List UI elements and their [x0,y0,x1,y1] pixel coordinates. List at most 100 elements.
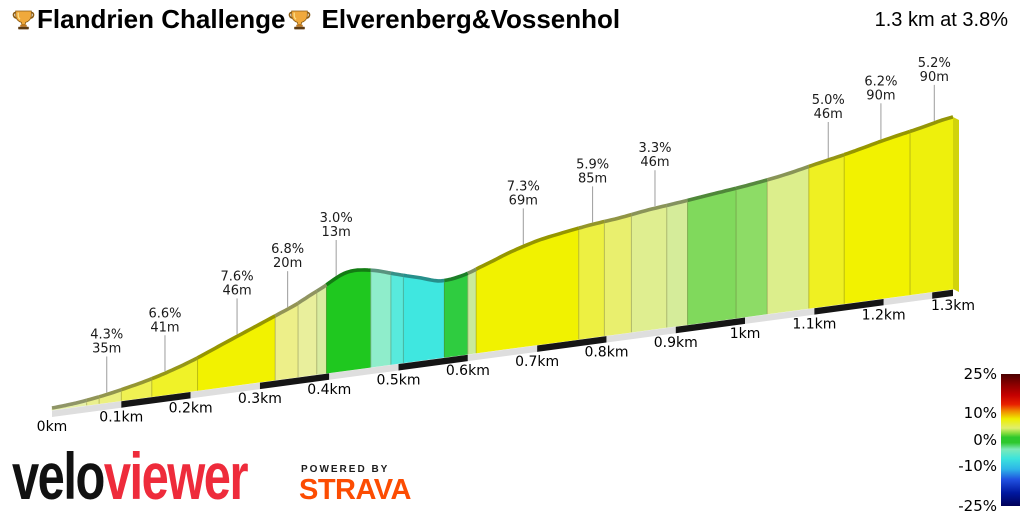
trophy-icon [12,8,35,31]
label-section-length: 85m [578,171,607,186]
label-section-length: 41m [150,320,179,335]
label-section-length: 35m [92,341,121,356]
axis-tick-label: 0km [37,419,68,435]
profile-ridge [578,219,605,230]
axis-tick-label: 0.1km [99,410,143,426]
label-gradient-value: 6.6% [148,306,181,321]
axis-tick-label: 0.4km [307,382,351,398]
axis-band [537,335,607,352]
axis-band [329,363,399,380]
gradient-label: 6.8%20m [271,242,304,308]
gradient-legend-bar [1001,374,1020,506]
gradient-labels: 4.3%35m6.6%41m7.6%46m6.8%20m3.0%13m7.3%6… [90,56,951,393]
gradient-segment [316,284,327,375]
profile-segments [51,115,959,411]
profile-ridge [403,273,445,283]
profile-ridge [909,115,954,134]
veloviewer-logo: veloviewer [12,443,330,509]
axis-tick-label: 1.1km [792,317,836,333]
label-gradient-value: 5.0% [812,93,845,108]
profile-ridge [98,388,122,399]
gradient-label: 6.2%90m [864,74,897,140]
label-section-length: 90m [920,70,949,85]
gradient-segment [390,272,404,365]
axis-tick-label: 1km [730,326,761,342]
label-gradient-value: 7.6% [221,269,254,284]
label-gradient-value: 3.0% [320,211,353,226]
x-axis-ticks: 0km 0.1km 0.2km 0.3km 0.4km 0.5km 0.6km 0.7km 0.… [37,298,975,435]
axis-tick-label: 0.7km [515,354,559,370]
profile-end-face [953,117,959,292]
label-gradient-value: 5.9% [576,157,609,172]
axis-tick-label: 0.3km [238,391,282,407]
gradient-label: 3.0%13m [320,211,353,276]
label-gradient-value: 3.3% [638,141,671,156]
axis-band [121,391,191,408]
gradient-segment [766,166,810,315]
challenge-name: Flandrien Challenge [37,4,286,34]
profile-ridge [467,267,478,275]
axis-tick-label: 0.8km [584,345,628,361]
profile-ridge [297,289,318,305]
gradient-segment [808,154,845,309]
axis-tick-label: 1.3km [931,298,975,314]
profile-ridge [86,395,100,403]
legend-tick-label: -25% [958,496,997,515]
profile-ridge [443,271,469,283]
strava-logo: STRAVA [299,474,411,506]
axis-band [814,298,884,315]
label-gradient-value: 5.2% [918,56,951,71]
logo-viewer: viewer [103,439,249,513]
axis-band [398,354,468,371]
legend-tick-label: 25% [963,364,997,383]
axis-band [675,316,746,334]
axis-band [745,307,815,324]
gradient-label: 5.9%85m [576,157,609,223]
gradient-label: 5.2%90m [918,56,951,121]
gradient-label: 3.3%46m [638,141,671,207]
logo-velo: velo [12,439,105,513]
legend-tick-label: 0% [973,430,997,449]
gradient-segment [604,214,632,337]
label-section-length: 20m [273,256,302,271]
label-section-length: 90m [866,88,895,103]
axis-band [190,382,260,399]
gradient-segment [735,179,768,319]
profile-ridge [666,198,689,208]
axis-band [52,400,122,417]
label-section-length: 69m [509,193,538,208]
axis-band [259,372,330,390]
profile-ridge [120,377,153,392]
trophy-icon [288,8,311,31]
gradient-label: 7.6%46m [221,269,254,335]
gradient-segment [666,200,688,328]
axis-tick-label: 0.5km [377,372,421,388]
gradient-label: 5.0%46m [812,93,845,159]
profile-ridge [766,164,810,182]
legend-tick-label: -10% [958,456,997,475]
profile-ridge [315,283,328,293]
label-gradient-value: 7.3% [507,179,540,194]
label-section-length: 46m [640,155,669,170]
axis-band [606,326,676,343]
profile-ridge [370,268,392,275]
powered-by-label: POWERED BY [301,464,390,475]
gradient-segment [631,205,668,333]
gradient-segment [326,269,372,374]
profile-ridge [325,268,371,287]
gradient-segment [297,290,318,378]
gradient-label: 6.6%41m [148,306,181,372]
profile-ridge [808,152,846,169]
gradient-label: 4.3%35m [90,327,123,393]
profile-ridge [274,301,299,318]
axis-tick-label: 0.9km [654,335,698,351]
axis-tick-label: 0.6km [446,363,490,379]
profile-ridge [151,356,199,381]
profile-ridge [51,398,88,410]
gradient-segment [370,269,392,368]
label-section-length: 46m [222,283,251,298]
page-title: Flandrien Challenge Elverenberg&Vossenho… [10,4,620,35]
gradient-segment [475,227,580,354]
gradient-segment [578,221,605,340]
